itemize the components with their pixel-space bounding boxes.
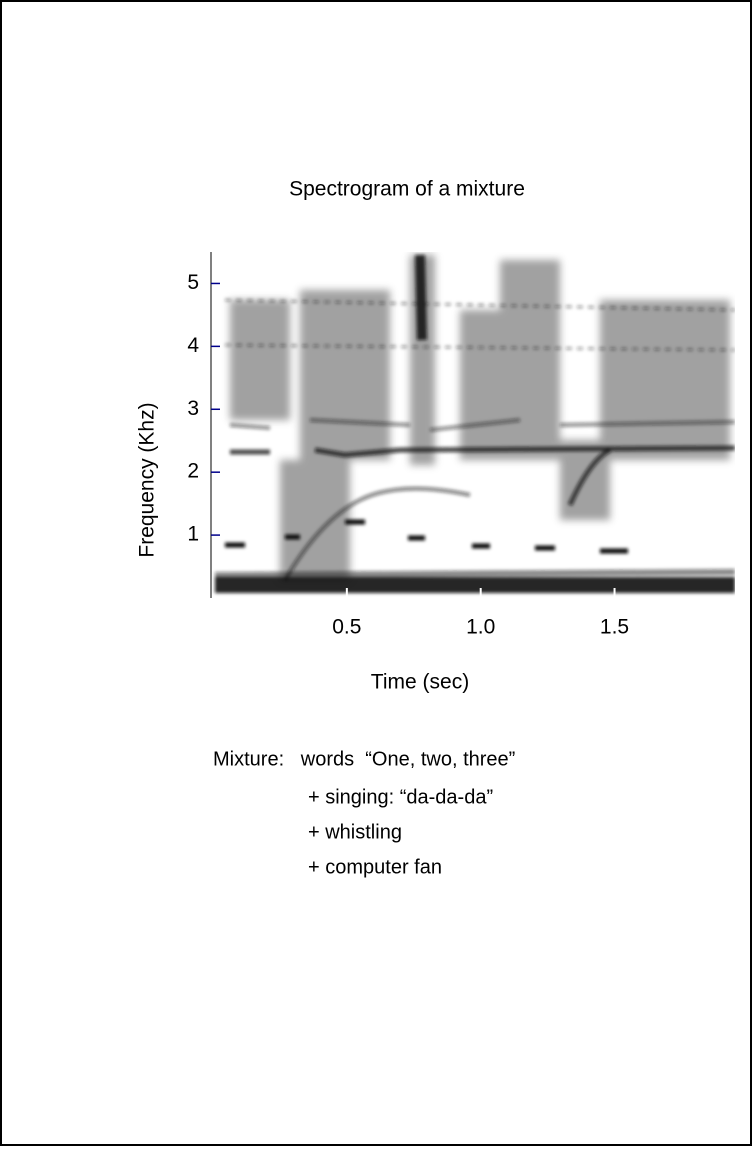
y-tick-label: 2: [187, 460, 199, 483]
x-axis-label: Time (sec): [371, 671, 469, 694]
x-tick-label: 0.5: [332, 616, 361, 639]
y-tick-label: 4: [187, 334, 199, 357]
spectrogram: [214, 254, 735, 593]
y-tick-label: 3: [187, 397, 199, 420]
note: + whistling: [308, 821, 402, 843]
y-axis-label: Frequency (Khz): [136, 402, 159, 557]
x-tick-label: 1.0: [466, 616, 495, 639]
y-tick-label: 5: [187, 271, 199, 294]
chart-title: Spectrogram of a mixture: [289, 178, 525, 201]
note: + singing: “da-da-da”: [308, 786, 493, 808]
x-tick-label: 1.5: [600, 616, 629, 639]
y-tick-label: 1: [187, 523, 199, 546]
note: + computer fan: [308, 856, 442, 878]
note: Mixture: words “One, two, three”: [213, 748, 515, 770]
